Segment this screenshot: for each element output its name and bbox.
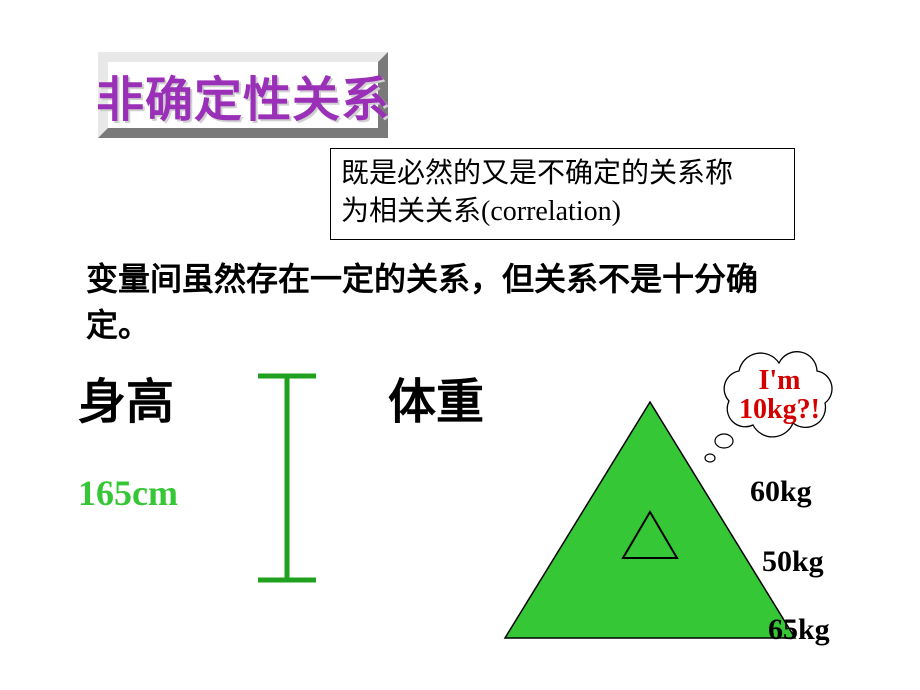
weight-value-3: 65kg	[768, 613, 830, 647]
thought-bubble: I'm 10kg?!	[712, 354, 847, 413]
description-text: 变量间虽然存在一定的关系，但关系不是十分确定。	[86, 256, 766, 349]
height-value: 165cm	[78, 472, 178, 514]
thought-line2: 10kg?!	[739, 394, 820, 425]
definition-term: 相关关系(correlation)	[369, 196, 621, 227]
weight-label: 体重	[388, 362, 484, 432]
slide-root: 非确定性关系 既是必然的又是不确定的关系称 为相关关系(correlation)…	[0, 0, 920, 690]
definition-line1: 既是必然的又是不确定的关系称	[341, 158, 733, 189]
i-beam-icon	[255, 373, 319, 583]
weight-value-1: 60kg	[750, 475, 812, 509]
definition-line2-prefix: 为	[341, 196, 369, 227]
definition-box: 既是必然的又是不确定的关系称 为相关关系(correlation)	[330, 148, 795, 240]
weight-value-2: 50kg	[762, 545, 824, 579]
height-label: 身高	[78, 362, 174, 432]
title-text: 非确定性关系	[96, 60, 390, 130]
thought-line1: I'm	[759, 365, 801, 396]
title-box: 非确定性关系	[98, 52, 388, 138]
